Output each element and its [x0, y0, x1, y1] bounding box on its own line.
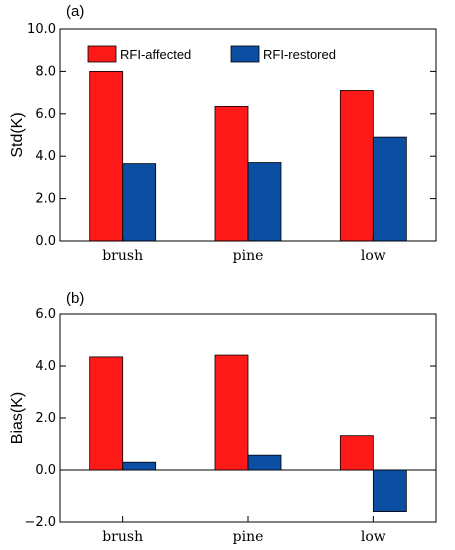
y-tick-label: 2.0: [35, 192, 56, 207]
y-tick-label: 0.0: [35, 463, 56, 478]
bar-rfi-restored-brush: [122, 163, 157, 242]
bar-rfi-affected-low: [339, 90, 374, 242]
y-tick-label: 2.0: [35, 411, 56, 426]
legend: RFI-affected RFI-restored: [87, 45, 336, 63]
x-category-label: pine: [233, 529, 264, 545]
bar-rfi-affected-low: [339, 435, 374, 471]
panel-b-label: (b): [66, 290, 84, 307]
y-tick-label: 8.0: [35, 64, 56, 79]
panel-b-bias: (b) Bias(K) −2.0 0.0 2.0 4.0 6.0 brush pine lo…: [9, 290, 437, 545]
bar-rfi-restored-brush: [122, 461, 157, 471]
x-category-label: brush: [102, 529, 143, 545]
bar-rfi-restored-pine: [247, 454, 282, 471]
bar-rfi-restored-pine: [247, 162, 282, 242]
legend-swatch-rfi-restored: [230, 45, 260, 63]
x-category-label: pine: [233, 248, 264, 264]
x-category-label: brush: [102, 248, 143, 264]
panel-a-y-axis-label: Std(K): [9, 112, 26, 157]
bar-rfi-affected-brush: [89, 71, 124, 242]
y-tick-label: 4.0: [35, 149, 56, 164]
panel-a-std: (a) Std(K) 0.0 2.0 4.0 6.0 8.0 10.0 brush pine…: [9, 3, 437, 264]
bar-rfi-affected-brush: [89, 356, 124, 471]
legend-swatch-rfi-affected: [87, 45, 117, 63]
panel-a-frame: [59, 28, 437, 242]
x-category-label: low: [361, 529, 386, 545]
y-tick-label: 6.0: [35, 107, 56, 122]
legend-label-rfi-restored: RFI-restored: [263, 47, 336, 62]
y-tick-label: −2.0: [24, 515, 56, 530]
y-tick-label: 4.0: [35, 359, 56, 374]
x-category-label: low: [361, 248, 386, 264]
bar-rfi-affected-pine: [214, 354, 249, 471]
panel-a-label: (a): [66, 3, 84, 20]
bar-rfi-restored-low: [372, 469, 407, 512]
panel-b-y-axis-label: Bias(K): [9, 392, 26, 444]
y-tick-label: 10.0: [27, 22, 56, 37]
y-tick-label: 6.0: [35, 307, 56, 322]
bar-rfi-restored-low: [372, 136, 407, 242]
y-tick-label: 0.0: [35, 234, 56, 249]
bar-rfi-affected-pine: [214, 105, 249, 242]
panel-b-frame: [59, 313, 437, 523]
legend-label-rfi-affected: RFI-affected: [120, 47, 191, 62]
